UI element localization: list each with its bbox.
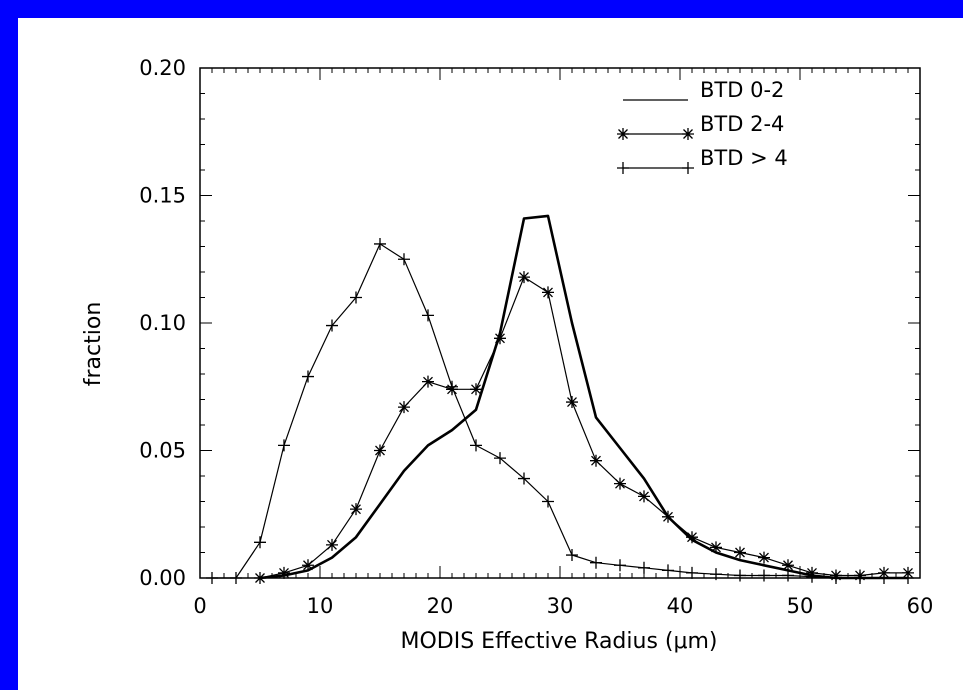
data-point bbox=[278, 566, 290, 579]
legend-item: BTD > 4 bbox=[617, 146, 788, 174]
y-axis-title: fraction bbox=[81, 302, 106, 387]
y-tick-label: 0.00 bbox=[139, 566, 186, 590]
data-point bbox=[590, 454, 602, 467]
data-point bbox=[590, 556, 602, 569]
plot-box bbox=[199, 67, 921, 579]
data-point bbox=[374, 444, 386, 457]
data-point bbox=[686, 566, 698, 579]
data-point bbox=[470, 439, 482, 452]
x-tick-label: 30 bbox=[547, 594, 574, 618]
data-point bbox=[542, 286, 554, 299]
data-point bbox=[566, 549, 578, 562]
y-tick-label: 0.10 bbox=[139, 311, 186, 335]
data-point bbox=[278, 439, 290, 452]
line-chart: 0 10 20 30 40 50 60 0.00 0.05 0.10 0.15 0.20 BTD 0-… bbox=[81, 56, 933, 654]
data-point bbox=[758, 569, 770, 582]
y-tick-label: 0.15 bbox=[139, 184, 186, 208]
legend: BTD 0-2 BTD 2-4 BTD > 4 bbox=[617, 78, 788, 174]
data-point bbox=[422, 309, 434, 322]
data-point bbox=[254, 572, 266, 584]
data-point bbox=[782, 569, 794, 582]
legend-marker bbox=[617, 128, 629, 140]
legend-item: BTD 0-2 bbox=[623, 78, 784, 102]
data-point bbox=[614, 477, 626, 490]
data-point bbox=[734, 569, 746, 582]
data-point bbox=[302, 559, 314, 572]
series-1 bbox=[259, 214, 908, 580]
data-point bbox=[806, 570, 818, 583]
data-point bbox=[686, 531, 698, 544]
legend-marker bbox=[682, 162, 694, 174]
data-point bbox=[758, 551, 770, 564]
x-tick-label: 0 bbox=[193, 594, 206, 618]
series-3 bbox=[206, 237, 914, 584]
data-point bbox=[518, 472, 530, 485]
series-line bbox=[259, 214, 908, 580]
data-point bbox=[902, 572, 914, 584]
series-line bbox=[212, 243, 908, 579]
data-point bbox=[566, 396, 578, 409]
data-point bbox=[662, 564, 674, 577]
legend-label: BTD > 4 bbox=[700, 146, 788, 170]
axes: 0 10 20 30 40 50 60 0.00 0.05 0.10 0.15 0.20 bbox=[139, 56, 933, 618]
data-point bbox=[206, 572, 218, 584]
y-tick-label: 0.20 bbox=[139, 56, 186, 80]
data-point bbox=[230, 572, 242, 584]
data-point bbox=[710, 541, 722, 554]
data-point bbox=[374, 237, 386, 250]
x-axis-title: MODIS Effective Radius (μm) bbox=[400, 629, 717, 654]
data-point bbox=[662, 510, 674, 523]
data-point bbox=[470, 383, 482, 396]
data-point bbox=[854, 572, 866, 584]
data-point bbox=[542, 495, 554, 508]
legend-marker bbox=[682, 128, 694, 140]
x-tick-label: 40 bbox=[667, 594, 694, 618]
data-point bbox=[494, 332, 506, 345]
data-point bbox=[638, 490, 650, 503]
data-point bbox=[302, 370, 314, 383]
data-point bbox=[326, 319, 338, 332]
series-layer bbox=[206, 214, 914, 584]
x-tick-label: 50 bbox=[787, 594, 814, 618]
data-point bbox=[734, 546, 746, 559]
data-point bbox=[518, 271, 530, 284]
series-line bbox=[259, 276, 908, 579]
data-point bbox=[350, 503, 362, 516]
data-point bbox=[782, 559, 794, 572]
x-tick-label: 20 bbox=[427, 594, 454, 618]
x-tick-label: 60 bbox=[907, 594, 934, 618]
data-point bbox=[398, 401, 410, 414]
legend-label: BTD 0-2 bbox=[700, 78, 784, 102]
data-point bbox=[446, 380, 458, 393]
plot-frame: 0 10 20 30 40 50 60 0.00 0.05 0.10 0.15 0.20 BTD 0-… bbox=[18, 18, 963, 690]
legend-label: BTD 2-4 bbox=[700, 112, 784, 136]
data-point bbox=[494, 452, 506, 465]
data-point bbox=[878, 572, 890, 584]
data-point bbox=[830, 572, 842, 584]
data-point bbox=[638, 561, 650, 574]
series-2 bbox=[254, 271, 914, 584]
data-point bbox=[422, 375, 434, 388]
data-point bbox=[254, 536, 266, 549]
data-point bbox=[710, 568, 722, 581]
y-tick-label: 0.05 bbox=[139, 439, 186, 463]
x-tick-label: 10 bbox=[307, 594, 334, 618]
legend-item: BTD 2-4 bbox=[617, 112, 784, 140]
data-point bbox=[398, 253, 410, 266]
data-point bbox=[326, 538, 338, 551]
data-point bbox=[614, 559, 626, 572]
data-point bbox=[350, 291, 362, 304]
legend-marker bbox=[617, 162, 629, 174]
